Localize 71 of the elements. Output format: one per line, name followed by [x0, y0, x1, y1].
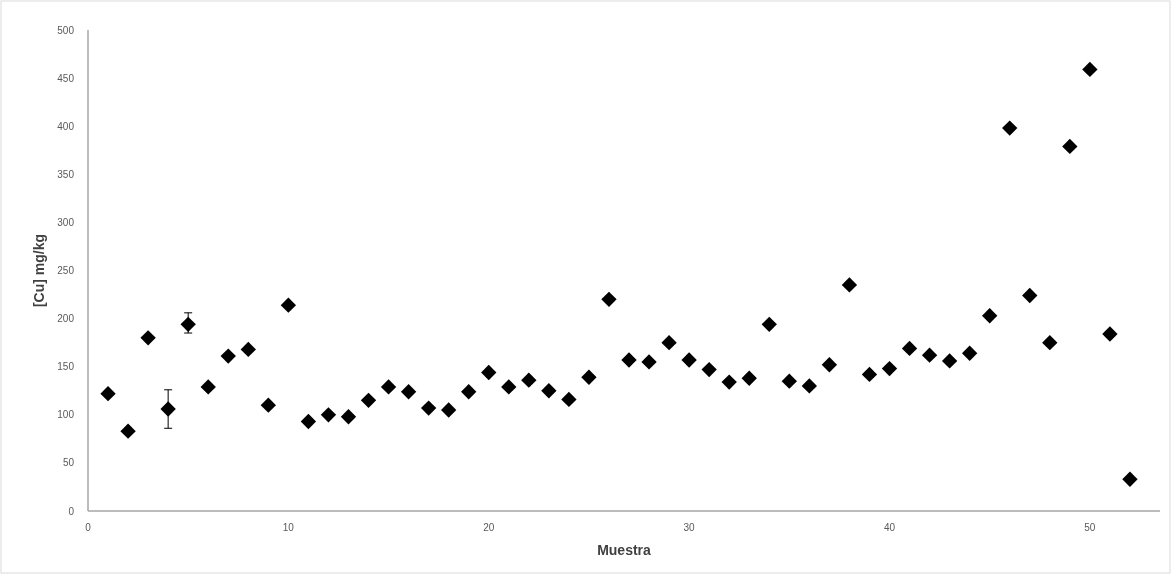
y-tick-label: 400	[57, 120, 75, 132]
y-tick-label: 500	[57, 24, 75, 36]
point	[821, 357, 838, 373]
point	[881, 360, 898, 377]
point	[300, 413, 317, 430]
point	[621, 352, 637, 368]
point	[861, 366, 878, 383]
x-tick-label: 10	[282, 522, 295, 533]
point	[320, 407, 337, 423]
point	[140, 330, 156, 346]
point	[581, 369, 597, 385]
y-tick-label: 250	[57, 265, 75, 276]
point	[681, 352, 697, 368]
point	[1122, 471, 1138, 487]
point	[961, 345, 978, 361]
point	[481, 364, 497, 381]
point	[380, 379, 397, 395]
point	[521, 372, 537, 388]
point	[200, 379, 216, 395]
point	[761, 316, 777, 333]
y-tick-label: 50	[62, 457, 75, 469]
x-tick-label: 40	[883, 522, 896, 533]
point	[541, 383, 557, 399]
point	[641, 354, 657, 370]
y-tick-label: 150	[57, 361, 75, 373]
y-tick-label: 100	[57, 409, 75, 421]
point	[701, 361, 717, 378]
x-axis-title: Muestra	[597, 542, 652, 558]
y-tick-label: 0	[68, 505, 75, 517]
x-tick-label: 20	[483, 522, 495, 533]
point	[1002, 120, 1018, 136]
point	[721, 374, 737, 390]
point	[841, 277, 858, 293]
y-axis-title: [Cu] mg/kg	[31, 233, 47, 308]
x-tick-label: 30	[683, 522, 696, 533]
point	[941, 353, 958, 369]
point	[180, 316, 196, 333]
point	[160, 401, 176, 417]
point	[741, 370, 757, 386]
point	[1062, 138, 1078, 155]
x-tick-label: 50	[1084, 522, 1096, 533]
y-tick-label: 350	[57, 168, 75, 180]
point	[1082, 61, 1098, 78]
point	[360, 392, 377, 409]
point	[501, 379, 517, 395]
point	[921, 347, 938, 363]
point	[260, 397, 277, 413]
point	[100, 385, 116, 402]
point	[1102, 326, 1118, 342]
point	[120, 423, 136, 439]
point	[781, 373, 797, 389]
y-tick-label: 300	[57, 216, 75, 228]
point	[220, 348, 236, 364]
point	[601, 291, 617, 308]
y-tick-label: 200	[57, 313, 75, 325]
point	[801, 378, 818, 394]
x-tick-label: 0	[85, 522, 92, 533]
point	[240, 341, 256, 358]
point	[420, 400, 437, 416]
point	[982, 308, 998, 324]
point	[1042, 334, 1058, 351]
point	[1022, 287, 1038, 304]
point	[441, 402, 457, 418]
point	[340, 409, 357, 425]
point	[661, 334, 677, 351]
point	[561, 391, 577, 408]
point	[901, 340, 918, 357]
point	[280, 297, 297, 313]
point	[400, 384, 417, 400]
point	[461, 384, 477, 400]
y-tick-label: 450	[57, 72, 75, 84]
